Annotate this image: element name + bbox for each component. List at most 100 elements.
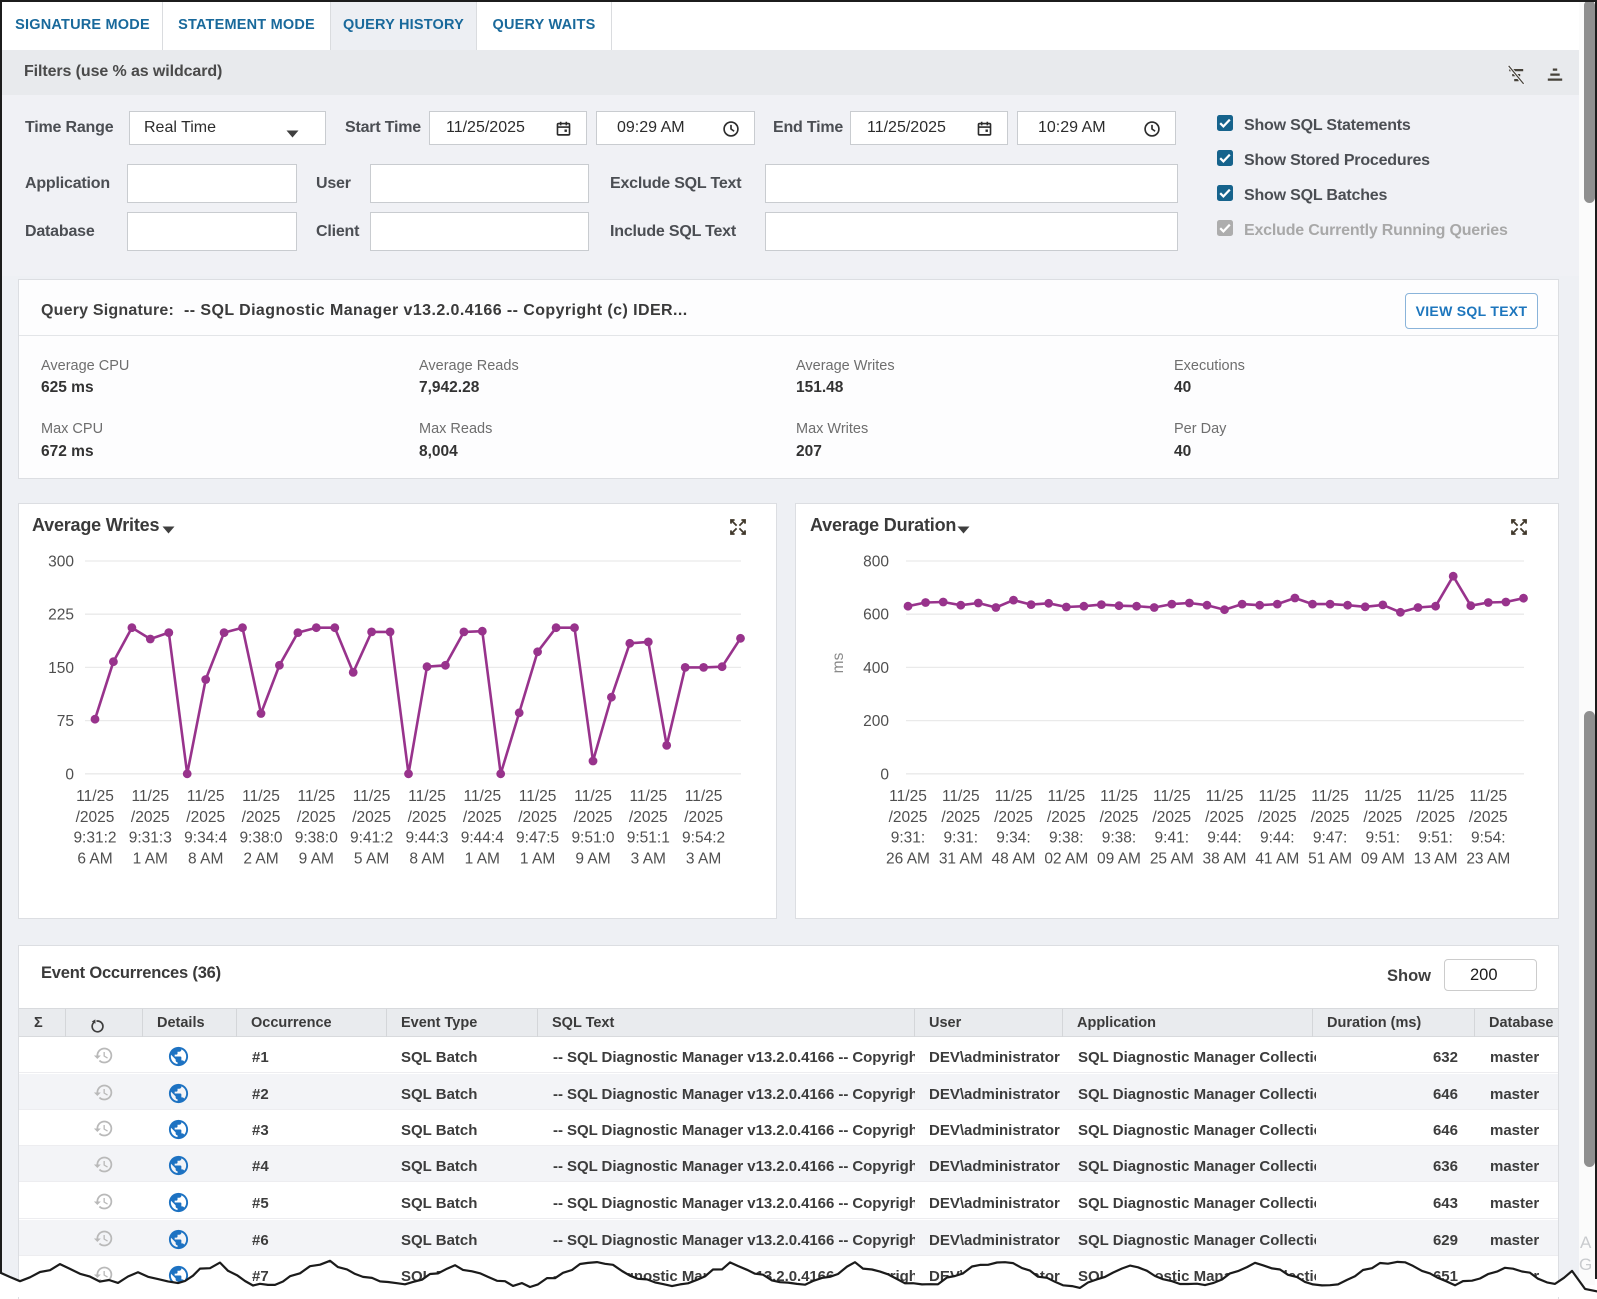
svg-text:/2025: /2025: [1363, 809, 1402, 826]
svg-text:6 AM: 6 AM: [77, 850, 112, 867]
svg-text:11/25: 11/25: [131, 788, 169, 805]
svg-text:/2025: /2025: [1047, 809, 1086, 826]
svg-text:/2025: /2025: [297, 809, 336, 826]
svg-text:/2025: /2025: [518, 809, 557, 826]
svg-text:8 AM: 8 AM: [188, 850, 223, 867]
svg-text:1 AM: 1 AM: [133, 850, 168, 867]
svg-text:09 AM: 09 AM: [1361, 850, 1405, 867]
svg-text:13 AM: 13 AM: [1414, 850, 1458, 867]
svg-text:11/25: 11/25: [1417, 788, 1455, 805]
svg-text:11/25: 11/25: [1206, 788, 1244, 805]
svg-text:38 AM: 38 AM: [1203, 850, 1247, 867]
svg-text:11/25: 11/25: [1469, 788, 1507, 805]
svg-text:5 AM: 5 AM: [354, 850, 389, 867]
svg-text:9:38:: 9:38:: [1102, 830, 1136, 847]
svg-text:11/25: 11/25: [889, 788, 927, 805]
svg-text:/2025: /2025: [1311, 809, 1350, 826]
svg-text:/2025: /2025: [889, 809, 928, 826]
svg-text:9:34:4: 9:34:4: [184, 830, 227, 847]
svg-text:/2025: /2025: [186, 809, 225, 826]
svg-text:11/25: 11/25: [574, 788, 612, 805]
svg-text:75: 75: [57, 713, 74, 730]
svg-text:11/25: 11/25: [1047, 788, 1085, 805]
svg-text:11/25: 11/25: [242, 788, 280, 805]
svg-text:11/25: 11/25: [463, 788, 501, 805]
svg-text:9:31:3: 9:31:3: [129, 830, 172, 847]
svg-text:9:38:0: 9:38:0: [295, 830, 338, 847]
svg-text:11/25: 11/25: [995, 788, 1033, 805]
svg-text:1 AM: 1 AM: [465, 850, 500, 867]
svg-text:/2025: /2025: [1152, 809, 1191, 826]
svg-text:9:51:: 9:51:: [1418, 830, 1452, 847]
svg-text:11/25: 11/25: [1153, 788, 1191, 805]
svg-text:600: 600: [863, 607, 889, 624]
svg-text:/2025: /2025: [352, 809, 391, 826]
svg-text:9:47:5: 9:47:5: [516, 830, 559, 847]
svg-text:11/25: 11/25: [629, 788, 667, 805]
svg-text:9:51:: 9:51:: [1366, 830, 1400, 847]
svg-text:9:41:: 9:41:: [1155, 830, 1189, 847]
svg-text:/2025: /2025: [76, 809, 115, 826]
svg-text:9:34:: 9:34:: [996, 830, 1030, 847]
svg-text:200: 200: [863, 713, 889, 730]
svg-text:9:41:2: 9:41:2: [350, 830, 393, 847]
svg-text:9:38:0: 9:38:0: [239, 830, 282, 847]
svg-text:3 AM: 3 AM: [686, 850, 721, 867]
svg-text:09 AM: 09 AM: [1097, 850, 1141, 867]
svg-text:400: 400: [863, 660, 889, 677]
svg-text:9 AM: 9 AM: [575, 850, 610, 867]
svg-text:25 AM: 25 AM: [1150, 850, 1194, 867]
svg-text:11/25: 11/25: [1258, 788, 1296, 805]
svg-text:9:51:1: 9:51:1: [627, 830, 670, 847]
svg-text:/2025: /2025: [574, 809, 613, 826]
svg-text:31 AM: 31 AM: [939, 850, 983, 867]
svg-text:02 AM: 02 AM: [1044, 850, 1088, 867]
svg-text:9:31:2: 9:31:2: [73, 830, 116, 847]
svg-text:2 AM: 2 AM: [243, 850, 278, 867]
svg-text:/2025: /2025: [684, 809, 723, 826]
svg-text:11/25: 11/25: [353, 788, 391, 805]
svg-text:/2025: /2025: [463, 809, 502, 826]
svg-text:9:54:2: 9:54:2: [682, 830, 725, 847]
svg-text:150: 150: [48, 660, 74, 677]
svg-text:9:31:: 9:31:: [944, 830, 978, 847]
svg-text:26 AM: 26 AM: [886, 850, 930, 867]
svg-text:/2025: /2025: [629, 809, 668, 826]
svg-text:9:38:: 9:38:: [1049, 830, 1083, 847]
svg-text:/2025: /2025: [1416, 809, 1455, 826]
svg-text:9:31:: 9:31:: [891, 830, 925, 847]
svg-text:11/25: 11/25: [1311, 788, 1349, 805]
svg-text:9:44:3: 9:44:3: [405, 830, 448, 847]
svg-text:48 AM: 48 AM: [992, 850, 1036, 867]
svg-text:11/25: 11/25: [187, 788, 225, 805]
svg-text:9 AM: 9 AM: [299, 850, 334, 867]
svg-text:/2025: /2025: [242, 809, 281, 826]
svg-text:0: 0: [880, 766, 889, 783]
svg-text:11/25: 11/25: [685, 788, 723, 805]
svg-text:51 AM: 51 AM: [1308, 850, 1352, 867]
svg-text:9:47:: 9:47:: [1313, 830, 1347, 847]
svg-text:300: 300: [48, 554, 74, 571]
svg-text:8 AM: 8 AM: [409, 850, 444, 867]
svg-text:/2025: /2025: [1469, 809, 1508, 826]
svg-text:11/25: 11/25: [76, 788, 114, 805]
svg-text:9:44:: 9:44:: [1207, 830, 1241, 847]
svg-text:9:44:4: 9:44:4: [461, 830, 504, 847]
svg-text:/2025: /2025: [1258, 809, 1297, 826]
svg-text:3 AM: 3 AM: [631, 850, 666, 867]
svg-text:1 AM: 1 AM: [520, 850, 555, 867]
svg-text:ms: ms: [830, 652, 847, 673]
svg-text:/2025: /2025: [1100, 809, 1139, 826]
svg-text:9:44:: 9:44:: [1260, 830, 1294, 847]
svg-text:11/25: 11/25: [297, 788, 335, 805]
svg-text:11/25: 11/25: [1364, 788, 1402, 805]
svg-text:11/25: 11/25: [519, 788, 557, 805]
svg-text:9:54:: 9:54:: [1471, 830, 1505, 847]
svg-text:800: 800: [863, 554, 889, 571]
svg-text:41 AM: 41 AM: [1255, 850, 1299, 867]
svg-text:11/25: 11/25: [1100, 788, 1138, 805]
svg-text:/2025: /2025: [131, 809, 170, 826]
svg-text:/2025: /2025: [408, 809, 447, 826]
svg-text:225: 225: [48, 607, 74, 624]
svg-text:0: 0: [65, 766, 74, 783]
